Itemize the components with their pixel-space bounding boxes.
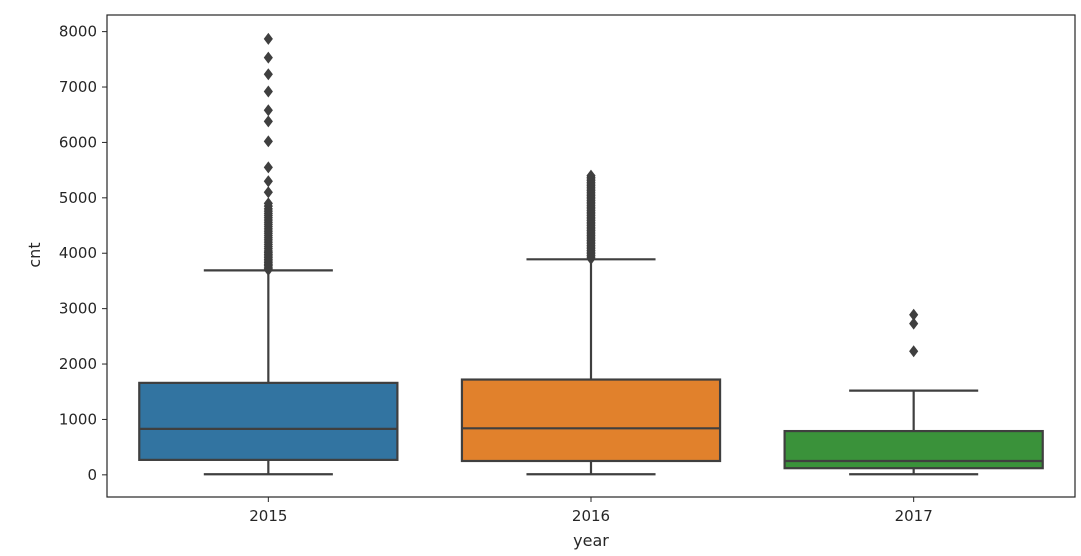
outlier-point-2015-42 <box>263 51 273 64</box>
y-tick-label-6000: 6000 <box>59 133 97 151</box>
ticks-layer: 2015 2016 2017 0 1000 2000 3000 4000 5000 6000 700… <box>59 23 933 525</box>
outlier-point-2017-2 <box>909 308 919 321</box>
y-axis-label: cnt <box>25 242 44 267</box>
y-tick-label-3000: 3000 <box>59 300 97 318</box>
outlier-point-2015-37 <box>263 135 273 148</box>
y-tick-label-1000: 1000 <box>59 410 97 428</box>
boxes-layer <box>138 258 1044 476</box>
box-group-2016 <box>460 258 722 476</box>
outliers-layer <box>263 32 919 358</box>
y-tick-label-4000: 4000 <box>59 244 97 262</box>
box-group-2015 <box>138 269 399 476</box>
y-tick-label-8000: 8000 <box>59 23 97 41</box>
box-2015 <box>138 381 399 461</box>
outlier-point-2015-39 <box>263 104 273 117</box>
y-tick-label-0: 0 <box>87 466 97 484</box>
x-axis-label: year <box>573 531 609 550</box>
y-tick-label-5000: 5000 <box>59 189 97 207</box>
outliers-2016 <box>586 169 596 265</box>
box-2016 <box>460 378 722 463</box>
x-tick-label-2015: 2015 <box>249 507 287 525</box>
outlier-point-2015-36 <box>263 161 273 174</box>
outlier-point-2015-40 <box>263 85 273 98</box>
box-group-2017 <box>783 389 1044 476</box>
outlier-point-2017-0 <box>909 345 919 358</box>
outliers-2015 <box>263 32 273 276</box>
y-tick-label-2000: 2000 <box>59 355 97 373</box>
outlier-point-2015-43 <box>263 32 273 45</box>
x-tick-label-2016: 2016 <box>572 507 610 525</box>
outliers-2017 <box>909 308 919 358</box>
outlier-point-2016-50 <box>586 169 596 182</box>
outlier-point-2015-34 <box>263 186 273 199</box>
outlier-point-2015-38 <box>263 115 273 128</box>
x-tick-label-2017: 2017 <box>895 507 933 525</box>
box-2017 <box>783 429 1044 470</box>
y-tick-label-7000: 7000 <box>59 78 97 96</box>
outlier-point-2015-33 <box>263 197 273 210</box>
outlier-point-2017-1 <box>909 317 919 330</box>
outlier-point-2015-35 <box>263 175 273 188</box>
outlier-point-2015-41 <box>263 68 273 81</box>
